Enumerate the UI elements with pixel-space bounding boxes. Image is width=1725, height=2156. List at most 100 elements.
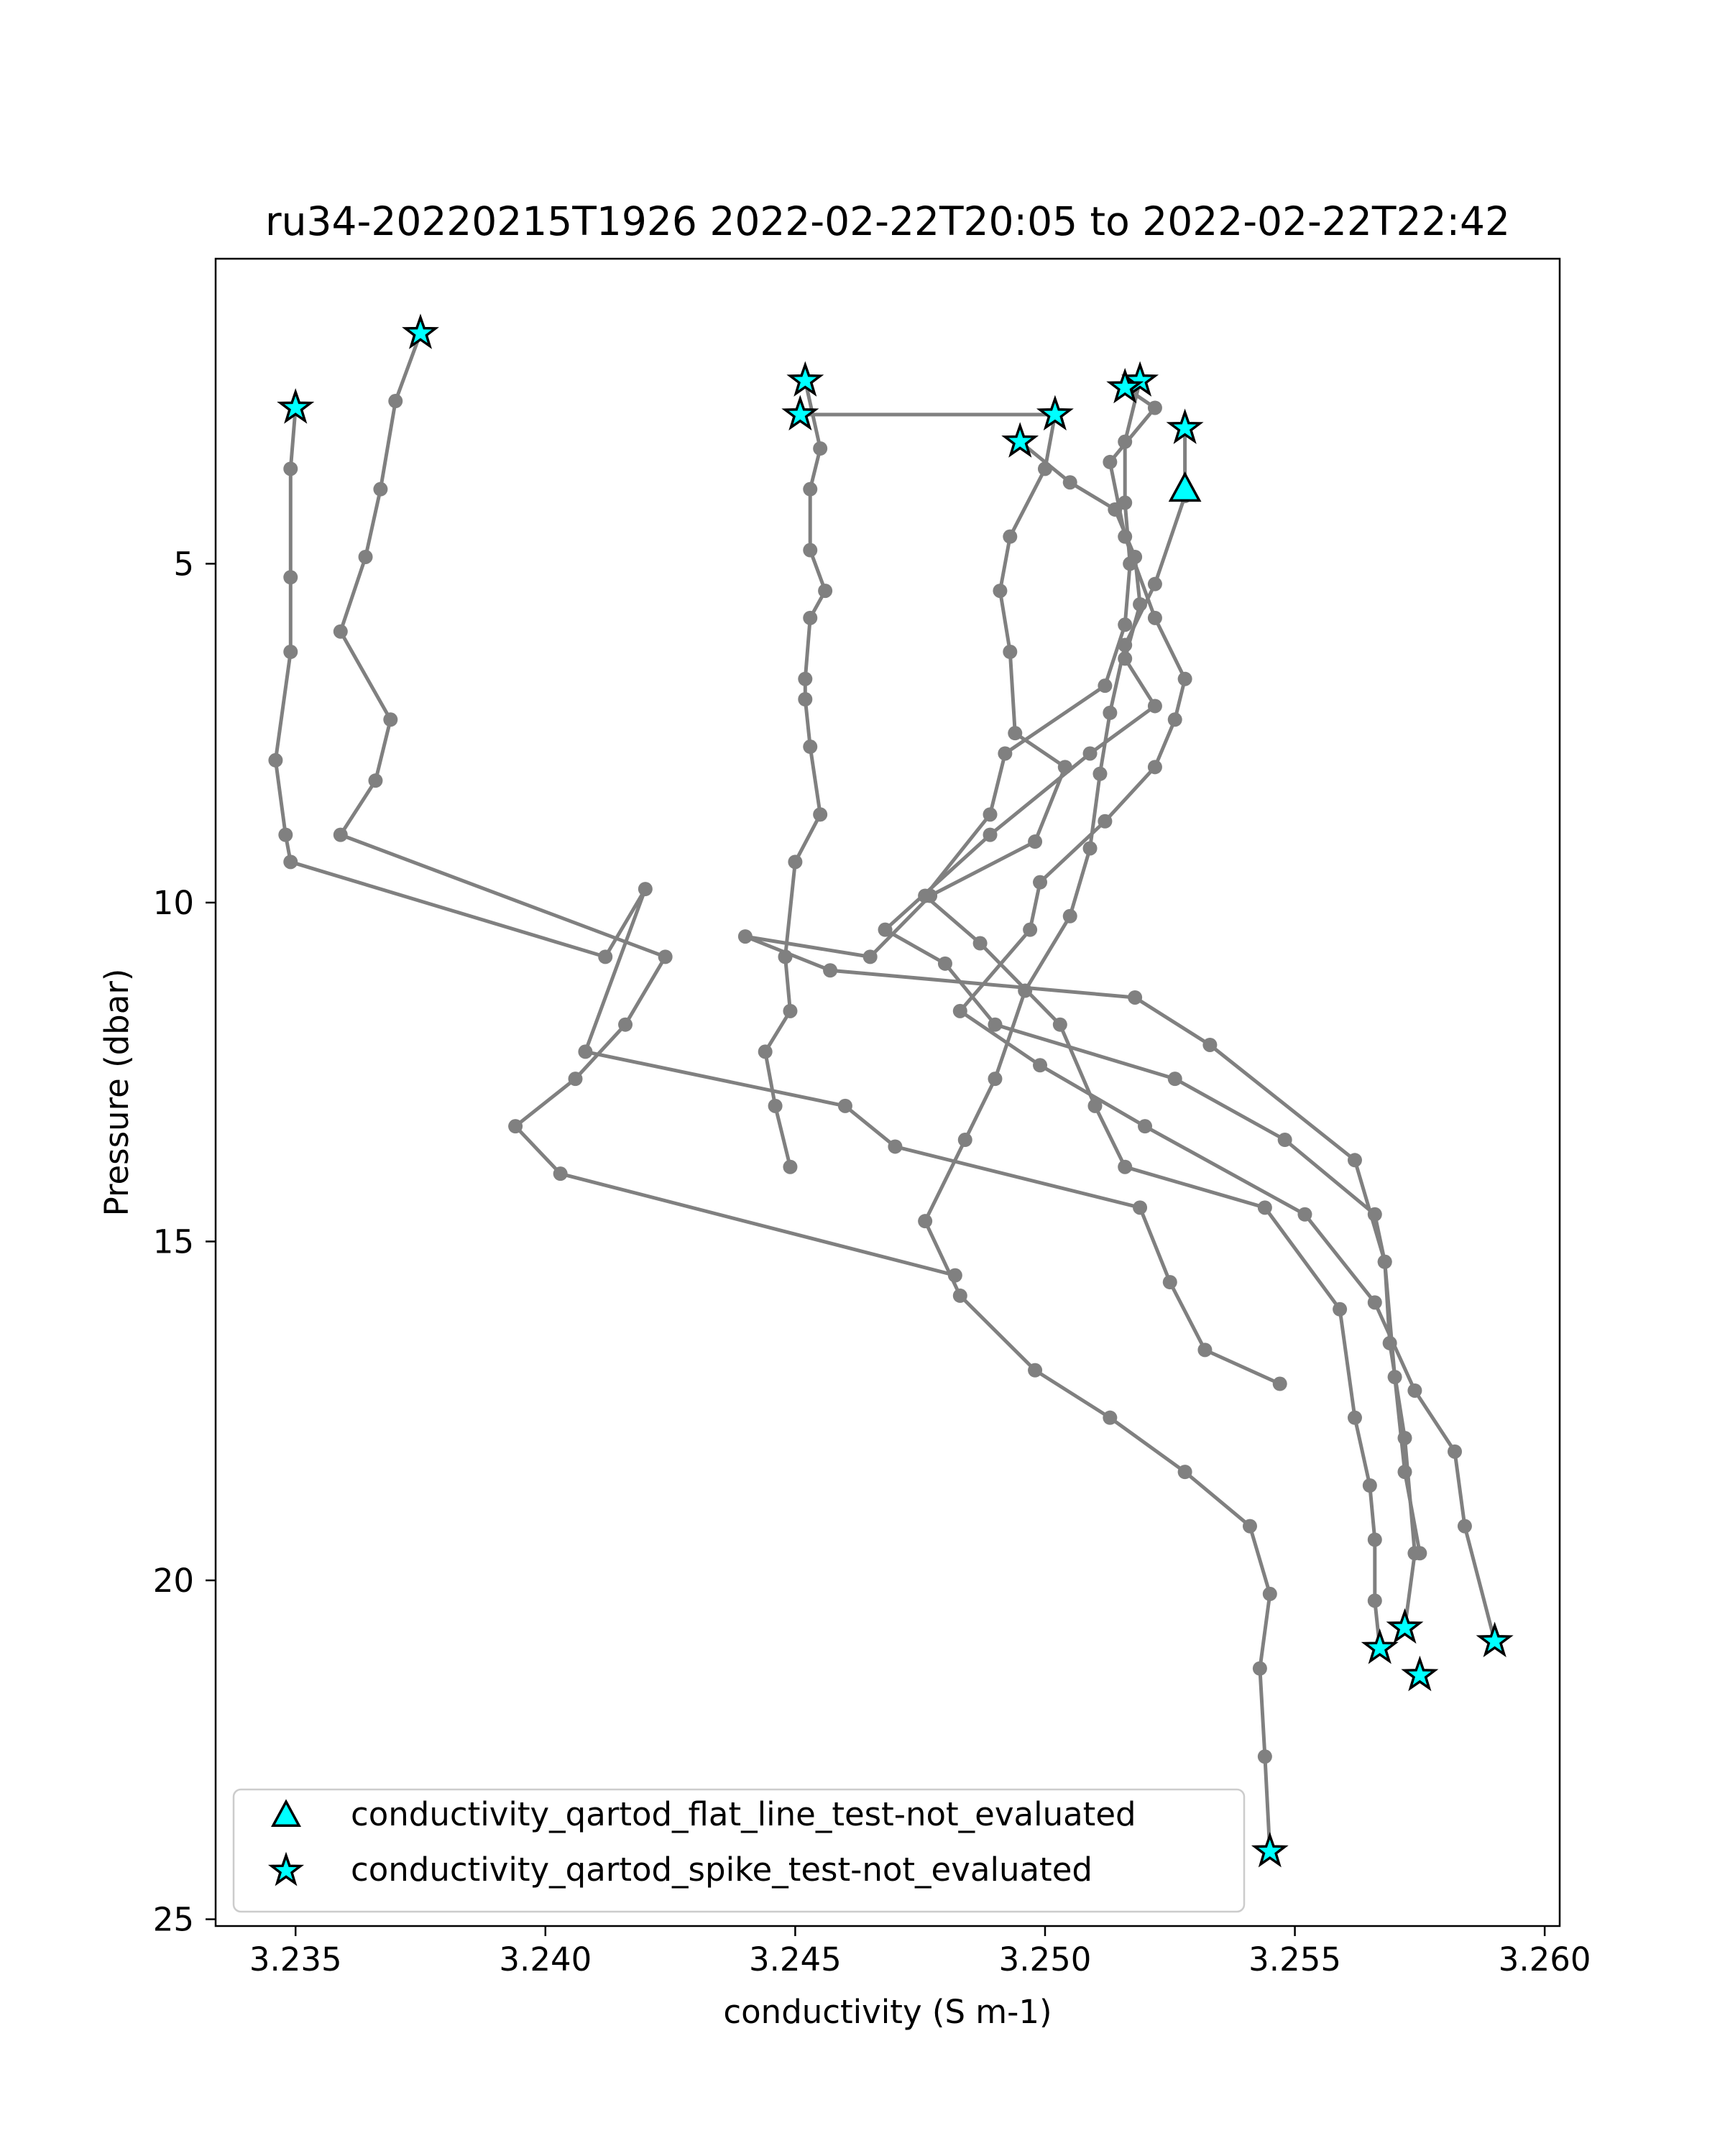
x-tick-label: 3.245 [749, 1940, 842, 1978]
profile-point [658, 949, 673, 964]
profile-point [1103, 1410, 1118, 1425]
profile-point [333, 624, 348, 639]
profile-point [988, 1017, 1003, 1032]
profile-point [388, 394, 403, 409]
profile-line-7 [923, 428, 1272, 1852]
x-axis-label: conductivity (S m-1) [723, 1993, 1052, 2031]
y-tick-label: 5 [173, 545, 194, 583]
profile-line-2 [273, 407, 1281, 1386]
profile-point [1118, 495, 1133, 510]
profile-point [1257, 1749, 1272, 1764]
spike-marker [1036, 395, 1074, 431]
profile-point [283, 854, 298, 870]
y-tick-label: 20 [153, 1562, 194, 1600]
spike-marker [402, 313, 439, 349]
profile-point [1177, 671, 1192, 686]
profile-point [737, 929, 753, 944]
profile-point [1167, 1072, 1182, 1087]
profile-point [837, 1098, 852, 1113]
legend-label-flat-line: conductivity_qartod_flat_line_test-not_e… [351, 1795, 1136, 1833]
profile-point [1118, 1159, 1133, 1174]
profile-point [1407, 1383, 1422, 1398]
x-tick-label: 3.250 [999, 1940, 1092, 1978]
profile-point [283, 461, 298, 476]
profile-point [1052, 1017, 1067, 1032]
profile-point [1023, 922, 1038, 937]
profile-point [1367, 1295, 1382, 1310]
profile-point [1008, 726, 1023, 741]
profile-line-4 [743, 413, 1422, 1554]
profile-point [1448, 1444, 1463, 1459]
profile-point [1003, 529, 1018, 544]
profile-point [983, 807, 998, 822]
profile-point [813, 441, 828, 456]
profile-point [1362, 1478, 1377, 1493]
profile-point [1167, 712, 1182, 727]
profile-point [783, 1003, 798, 1018]
profile-point [1197, 1342, 1213, 1358]
profile-point [988, 1072, 1003, 1087]
profile-point [983, 827, 998, 842]
profile-point [1367, 1593, 1382, 1608]
profile-point [803, 543, 818, 558]
spike-marker [786, 361, 824, 397]
spike-marker [1361, 1628, 1399, 1664]
profile-point [803, 610, 818, 625]
profile-point [1162, 1275, 1177, 1290]
profile-point [278, 827, 293, 842]
profile-point [1297, 1207, 1312, 1222]
profile-point [1457, 1519, 1472, 1534]
profile-line-1 [339, 332, 956, 1278]
profile-point [1033, 875, 1048, 890]
profile-point [1028, 834, 1043, 849]
spike-marker [1476, 1621, 1514, 1658]
profile-point [818, 584, 833, 599]
profile-point [1133, 1200, 1148, 1215]
profile-point [1098, 678, 1113, 694]
x-tick-label: 3.260 [1499, 1940, 1591, 1978]
legend-star-icon [267, 1851, 305, 1886]
profile-point [553, 1166, 568, 1181]
profile-point [598, 949, 613, 964]
profile-point [1367, 1207, 1382, 1222]
profile-point [1033, 1058, 1048, 1073]
spike-marker [1251, 1832, 1289, 1868]
profile-point [823, 963, 838, 978]
legend-triangle-icon [271, 1799, 301, 1827]
legend: conductivity_qartod_flat_line_test-not_e… [232, 1788, 1246, 1913]
profile-point [508, 1119, 523, 1134]
y-axis-label: Pressure (dbar) [98, 969, 136, 1217]
profile-point [952, 1288, 967, 1303]
profile-point [1262, 1586, 1277, 1601]
profile-point [1082, 746, 1098, 761]
spike-marker [277, 388, 315, 424]
profile-point [1092, 766, 1108, 781]
profile-point [383, 712, 398, 727]
profile-point [1397, 1430, 1412, 1445]
profile-point [1018, 983, 1033, 998]
profile-point [1147, 760, 1162, 775]
profile-point [283, 570, 298, 585]
profile-point [1377, 1254, 1392, 1269]
legend-star-marker [267, 1851, 305, 1886]
x-tick-label: 3.240 [499, 1940, 592, 1978]
profile-point [1082, 841, 1098, 856]
profile-point [957, 1133, 972, 1148]
profile-point [1147, 400, 1162, 415]
profile-point [1272, 1376, 1287, 1391]
profile-point [333, 827, 348, 842]
x-tick-label: 3.235 [249, 1940, 342, 1978]
profile-point [368, 773, 383, 788]
x-tick-label: 3.255 [1248, 1940, 1341, 1978]
profile-point [578, 1044, 593, 1059]
profile-point [373, 482, 388, 497]
y-tick-label: 25 [153, 1901, 194, 1939]
spike-marker [1401, 1655, 1439, 1692]
legend-label-spike: conductivity_qartod_spike_test-not_evalu… [351, 1851, 1092, 1889]
profile-point [993, 584, 1008, 599]
profile-point [1098, 814, 1113, 829]
profile-point [918, 888, 933, 903]
profile-point [783, 1159, 798, 1174]
plot-frame [214, 257, 1561, 1927]
profile-point [1118, 529, 1133, 544]
